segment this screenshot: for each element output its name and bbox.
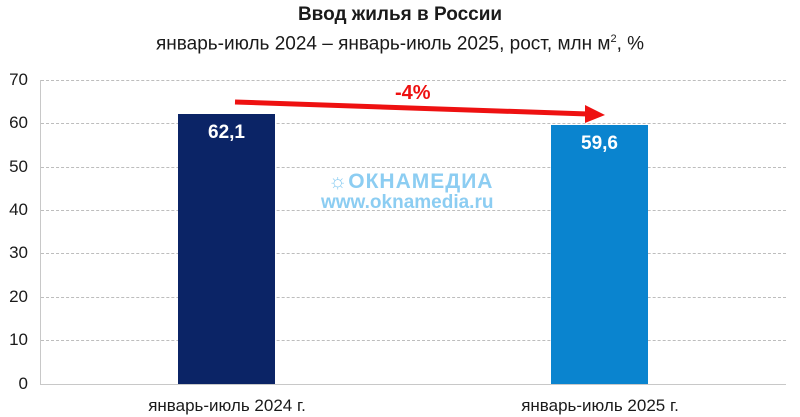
gridline: [41, 253, 786, 254]
subtitle-tail: , %: [616, 33, 645, 55]
chart-title: Ввод жилья в России: [297, 4, 503, 25]
subtitle-text: январь-июль 2024 – январь-июль 2025, рос…: [155, 33, 611, 55]
bar-2025: 59,6: [551, 125, 648, 384]
sun-icon: ☼: [328, 170, 349, 193]
bar-value-label: 59,6: [581, 133, 618, 154]
gridline: [41, 210, 786, 211]
watermark-brand: ОКНАМЕДИА: [348, 170, 494, 193]
chart-subtitle: январь-июль 2024 – январь-июль 2025, рос…: [0, 33, 800, 55]
y-tick-40: 40: [9, 200, 28, 219]
y-axis-line: [40, 80, 41, 384]
y-tick-10: 10: [9, 330, 28, 349]
y-tick-20: 20: [9, 287, 28, 306]
y-tick-0: 0: [18, 374, 28, 393]
x-axis-line: [40, 384, 786, 385]
gridline: [41, 340, 786, 341]
bar-2024: 62,1: [178, 114, 275, 384]
x-category-2024: январь-июль 2024 г.: [148, 396, 306, 415]
watermark-logo: ☼ОКНАМЕДИА: [328, 170, 493, 194]
y-tick-30: 30: [9, 243, 28, 262]
bar-value-label: 62,1: [208, 122, 245, 143]
y-tick-70: 70: [9, 70, 28, 89]
watermark-url: www.oknamedia.ru: [321, 192, 494, 213]
gridline: [41, 297, 786, 298]
gridline: [41, 167, 786, 168]
delta-label: -4%: [395, 82, 431, 104]
y-tick-60: 60: [9, 113, 28, 132]
gridline: [41, 80, 786, 81]
subtitle-superscript: 2: [610, 33, 617, 45]
gridline: [41, 123, 786, 124]
y-tick-50: 50: [9, 157, 28, 176]
x-category-2025: январь-июль 2025 г.: [521, 396, 679, 415]
